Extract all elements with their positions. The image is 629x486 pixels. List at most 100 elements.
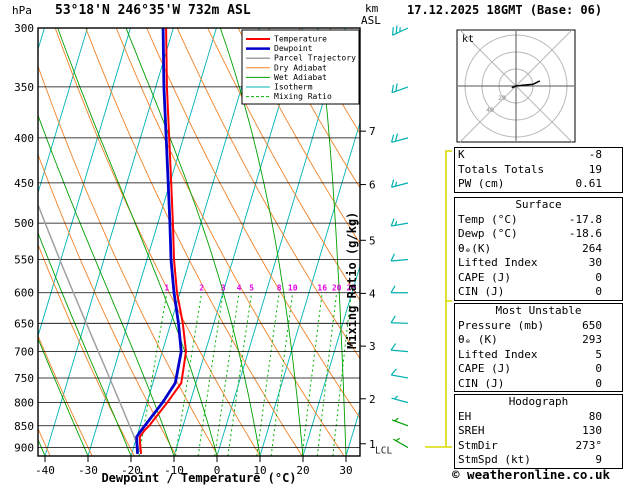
most-unstable-table: Most Unstable Pressure (mb) 650 θₑ (K) 293…	[454, 303, 623, 392]
legend-label: Wet Adiabat	[274, 73, 327, 82]
table-row: CIN (J) 0	[455, 285, 622, 300]
stat-label: PW (cm)	[458, 177, 505, 190]
wind-barb	[390, 133, 409, 143]
stat-value: 0	[595, 270, 602, 284]
stat-label: Lifted Index	[458, 256, 538, 269]
stat-label: K	[458, 148, 465, 161]
stat-label: Totals Totals	[458, 162, 545, 176]
pressure-tick-label: 300	[14, 22, 34, 35]
parcel-trajectory-curve	[38, 202, 142, 455]
table-row: K -8	[455, 148, 622, 163]
stat-value: 650	[582, 318, 602, 332]
wind-barb	[390, 315, 409, 324]
pressure-tick-label: 750	[14, 372, 34, 385]
stat-label: Lifted Index	[458, 347, 538, 361]
mixing-ratio-lines	[138, 292, 352, 456]
surface-table: Surface Temp (°C) -17.8 Dewp (°C) -18.6 θₑ…	[454, 197, 623, 301]
temperature-tick-label: -10	[164, 464, 184, 477]
table-row: Temp (°C) -17.8	[455, 213, 622, 228]
stat-value: 19	[588, 162, 602, 176]
table-row: CAPE (J) 0	[455, 271, 622, 286]
stat-label: Dewp (°C)	[458, 227, 518, 240]
pressure-tick-label: 700	[14, 346, 34, 359]
run-datetime: 17.12.2025 18GMT (Base: 06)	[407, 3, 603, 17]
table-title: Most Unstable	[495, 304, 582, 317]
stat-value: 0.61	[575, 177, 603, 190]
svg-text:1: 1	[164, 284, 169, 293]
stat-label: CIN (J)	[458, 285, 505, 298]
wind-barb	[392, 437, 409, 449]
table-row: StmDir 273°	[455, 439, 622, 454]
stat-value: 5	[595, 347, 602, 361]
temperature-tick-label: -30	[78, 464, 98, 477]
temperature-tick-label: -40	[35, 464, 55, 477]
km-tick-label: 3	[369, 340, 376, 353]
stat-value: -8	[588, 148, 602, 161]
mixing-ratio-value-labels: 1 2 3 4 5 8 10 16 20 25	[164, 284, 356, 293]
svg-text:3: 3	[221, 284, 226, 293]
table-row: CIN (J) 0	[455, 377, 622, 392]
stat-label: StmSpd (kt)	[458, 453, 531, 466]
hodograph: kt 20 40	[456, 29, 576, 143]
altitude-unit-km: km	[365, 2, 379, 15]
table-row: Lifted Index 30	[455, 256, 622, 271]
svg-text:4: 4	[237, 284, 242, 293]
copyright: © weatheronline.co.uk	[452, 467, 611, 482]
table-row: EH 80	[455, 410, 622, 425]
stat-label: CIN (J)	[458, 376, 505, 390]
indices-table: K -8 Totals Totals 19 PW (cm) 0.61	[454, 147, 623, 193]
km-tick-label: 6	[369, 179, 376, 192]
wet-adiabat-lines	[38, 28, 347, 456]
legend-label: Dry Adiabat	[274, 63, 327, 72]
stat-value: 9	[595, 453, 602, 466]
table-row: Pressure (mb) 650	[455, 319, 622, 334]
table-row: CAPE (J) 0	[455, 362, 622, 377]
hodograph-ring-label: 20	[498, 94, 506, 102]
svg-text:8: 8	[277, 284, 282, 293]
hodograph-trace	[511, 80, 541, 89]
table-row: SREH 130	[455, 424, 622, 439]
pressure-tick-label: 650	[14, 317, 34, 330]
altitude-unit-asl: ASL	[361, 14, 381, 27]
wind-barb	[391, 25, 409, 36]
table-row: StmSpd (kt) 9	[455, 453, 622, 468]
table-row: θₑ(K) 264	[455, 242, 622, 257]
wind-barb	[390, 343, 409, 353]
km-tick-label: 7	[369, 125, 376, 138]
pressure-tick-label: 900	[14, 442, 34, 455]
stat-label: SREH	[458, 424, 485, 437]
stat-value: 80	[588, 409, 602, 423]
temperature-tick-label: 10	[253, 464, 266, 477]
stat-label: StmDir	[458, 438, 498, 452]
hodograph-ring-label: 40	[486, 106, 494, 114]
stat-value: 0	[595, 362, 602, 375]
pressure-tick-label: 500	[14, 217, 34, 230]
dewpoint-curve	[135, 28, 183, 454]
temperature-tick-label: 30	[339, 464, 352, 477]
temperature-tick-label: 20	[296, 464, 309, 477]
table-title: Surface	[515, 198, 562, 211]
wind-barb	[390, 253, 409, 262]
pressure-tick-label: 550	[14, 254, 34, 267]
stat-value: -17.8	[568, 212, 602, 226]
temperature-curve	[138, 28, 188, 455]
wind-barb	[390, 218, 409, 227]
table-row: Lifted Index 5	[455, 348, 622, 363]
stat-value: 293	[582, 333, 602, 346]
svg-text:10: 10	[288, 284, 298, 293]
temperature-tick-label: 0	[214, 464, 221, 477]
pressure-tick-label: 400	[14, 132, 34, 145]
stat-label: EH	[458, 409, 472, 423]
stat-value: 264	[582, 241, 602, 255]
pressure-gridlines: 300 350 400 450 500 550 600 650 700 750 800 850 900	[14, 22, 360, 455]
km-tick-label: 2	[369, 393, 376, 406]
table-title: Hodograph	[508, 395, 569, 408]
legend-label: Mixing Ratio	[274, 92, 332, 101]
table-row: Dewp (°C) -18.6	[455, 227, 622, 242]
svg-text:16: 16	[317, 284, 327, 293]
svg-text:5: 5	[249, 284, 254, 293]
svg-text:2: 2	[199, 284, 204, 293]
